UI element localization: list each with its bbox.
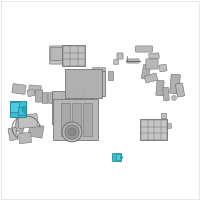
FancyBboxPatch shape bbox=[135, 46, 153, 52]
FancyBboxPatch shape bbox=[175, 83, 185, 97]
FancyBboxPatch shape bbox=[127, 59, 139, 63]
FancyBboxPatch shape bbox=[14, 117, 26, 133]
Ellipse shape bbox=[172, 96, 177, 100]
FancyBboxPatch shape bbox=[161, 113, 167, 119]
FancyBboxPatch shape bbox=[10, 101, 27, 118]
Ellipse shape bbox=[22, 107, 26, 112]
FancyBboxPatch shape bbox=[114, 60, 118, 64]
FancyBboxPatch shape bbox=[52, 91, 94, 125]
Ellipse shape bbox=[120, 156, 123, 159]
FancyBboxPatch shape bbox=[146, 59, 158, 69]
FancyBboxPatch shape bbox=[27, 89, 35, 97]
Ellipse shape bbox=[65, 125, 79, 139]
FancyBboxPatch shape bbox=[51, 47, 69, 61]
FancyBboxPatch shape bbox=[61, 103, 71, 137]
FancyBboxPatch shape bbox=[170, 74, 180, 94]
FancyBboxPatch shape bbox=[62, 45, 86, 67]
FancyBboxPatch shape bbox=[28, 124, 44, 138]
FancyBboxPatch shape bbox=[72, 71, 106, 97]
FancyBboxPatch shape bbox=[49, 93, 53, 103]
FancyBboxPatch shape bbox=[12, 84, 26, 94]
FancyBboxPatch shape bbox=[92, 68, 106, 72]
Ellipse shape bbox=[68, 128, 76, 136]
FancyBboxPatch shape bbox=[53, 99, 99, 141]
FancyBboxPatch shape bbox=[35, 90, 43, 102]
FancyBboxPatch shape bbox=[19, 132, 31, 144]
FancyBboxPatch shape bbox=[108, 71, 114, 81]
FancyBboxPatch shape bbox=[156, 80, 164, 96]
FancyBboxPatch shape bbox=[18, 114, 38, 128]
FancyBboxPatch shape bbox=[18, 107, 26, 116]
FancyBboxPatch shape bbox=[159, 64, 167, 72]
FancyBboxPatch shape bbox=[112, 153, 122, 162]
FancyBboxPatch shape bbox=[83, 103, 93, 137]
FancyBboxPatch shape bbox=[149, 53, 159, 59]
FancyBboxPatch shape bbox=[42, 93, 48, 103]
FancyBboxPatch shape bbox=[10, 103, 19, 112]
FancyBboxPatch shape bbox=[167, 124, 171, 128]
FancyBboxPatch shape bbox=[8, 127, 18, 141]
Ellipse shape bbox=[62, 122, 82, 142]
FancyBboxPatch shape bbox=[163, 87, 169, 101]
FancyBboxPatch shape bbox=[140, 119, 168, 141]
FancyBboxPatch shape bbox=[49, 46, 71, 64]
FancyBboxPatch shape bbox=[144, 73, 158, 83]
FancyBboxPatch shape bbox=[72, 103, 82, 137]
FancyBboxPatch shape bbox=[141, 64, 151, 80]
FancyBboxPatch shape bbox=[117, 155, 121, 160]
FancyBboxPatch shape bbox=[29, 85, 41, 93]
FancyBboxPatch shape bbox=[117, 53, 123, 59]
FancyBboxPatch shape bbox=[65, 69, 103, 99]
